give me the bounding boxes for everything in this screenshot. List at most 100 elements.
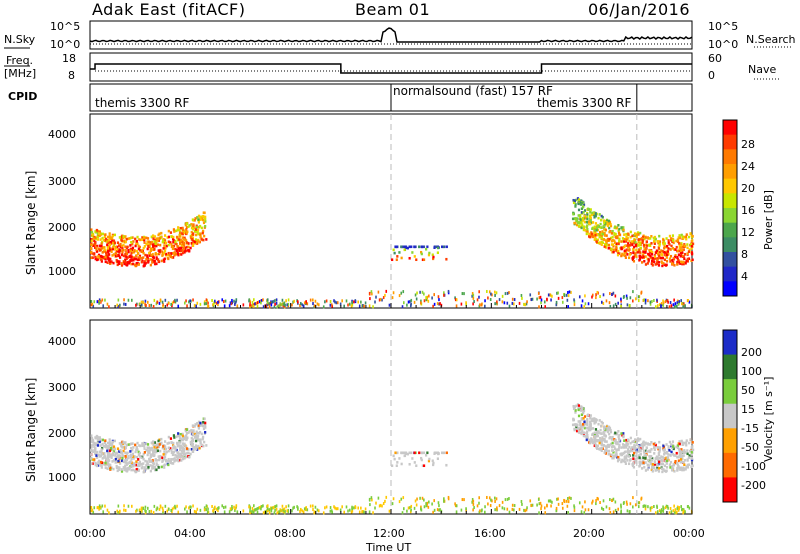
power-scatter-cell bbox=[603, 234, 607, 237]
power-nearrange-cell bbox=[127, 298, 130, 302]
velocity-scatter-cell bbox=[132, 468, 135, 472]
velocity-scatter-cell bbox=[665, 459, 669, 463]
power-scatter-cell bbox=[661, 256, 665, 260]
velocity-nearrange-cell bbox=[432, 510, 434, 514]
velocity-scatter-cell bbox=[147, 446, 151, 450]
power-nearrange-cell bbox=[146, 300, 149, 304]
velocity-nearrange-cell bbox=[305, 506, 307, 510]
velocity-nearrange-cell bbox=[643, 504, 645, 508]
power-nearrange-cell bbox=[214, 299, 216, 303]
velocity-scatter-cell bbox=[602, 444, 606, 447]
velocity-scatter-cell bbox=[431, 459, 434, 463]
velocity-scatter-cell bbox=[596, 444, 600, 448]
velocity-nearrange-cell bbox=[262, 504, 264, 508]
velocity-nearrange-cell bbox=[583, 511, 586, 515]
velocity-scatter-cell bbox=[628, 445, 631, 449]
velocity-nearrange-cell bbox=[375, 501, 377, 505]
velocity-scatter-cell bbox=[653, 463, 657, 466]
power-scatter-cell bbox=[134, 237, 137, 241]
velocity-nearrange-cell bbox=[675, 511, 677, 515]
velocity-nearrange-cell bbox=[401, 511, 404, 515]
velocity-nearrange-cell bbox=[354, 505, 357, 509]
velocity-scatter-cell bbox=[167, 446, 170, 450]
power-scatter-cell bbox=[607, 246, 610, 250]
velocity-scatter-cell bbox=[671, 468, 674, 471]
power-nearrange-cell bbox=[90, 300, 93, 304]
velocity-scatter-cell bbox=[116, 466, 119, 469]
velocity-scatter-cell bbox=[129, 460, 132, 464]
velocity-scatter-cell bbox=[611, 449, 615, 452]
velocity-scatter-cell bbox=[161, 456, 164, 460]
velocity-nearrange-cell bbox=[249, 511, 251, 515]
power-nearrange-cell bbox=[494, 302, 496, 306]
power-scatter-cell bbox=[161, 253, 165, 256]
power-nearrange-cell bbox=[343, 304, 345, 308]
velocity-scatter-cell bbox=[604, 449, 607, 452]
power-scatter-cell bbox=[130, 255, 133, 259]
velocity-scatter-cell bbox=[683, 441, 686, 445]
power-nearrange-cell bbox=[644, 301, 647, 305]
velocity-nearrange-cell bbox=[136, 508, 138, 512]
power-nearrange-cell bbox=[608, 301, 611, 305]
velocity-nearrange-cell bbox=[637, 505, 640, 509]
power-scatter-cell bbox=[598, 235, 601, 239]
power-scatter-cell bbox=[641, 235, 645, 239]
power-scatter-cell bbox=[680, 233, 683, 237]
power-scatter-cell bbox=[680, 260, 683, 264]
power-scatter-cell bbox=[686, 252, 689, 255]
velocity-scatter-cell bbox=[147, 466, 150, 469]
power-nearrange-cell bbox=[666, 299, 669, 303]
power-nearrange-cell bbox=[489, 298, 492, 302]
velocity-scatter-cell bbox=[670, 450, 673, 454]
velocity-scatter-cell bbox=[163, 450, 166, 453]
velocity-scatter-cell bbox=[586, 433, 589, 437]
freq-panel-frame bbox=[89, 52, 693, 82]
power-scatter-cell bbox=[111, 238, 114, 242]
velocity-scatter-cell bbox=[195, 431, 199, 435]
power-scatter-cell bbox=[631, 243, 634, 247]
power-scatter-cell bbox=[653, 260, 656, 264]
velocity-scatter-cell bbox=[127, 456, 130, 460]
power-scatter-cell bbox=[678, 247, 681, 251]
velocity-scatter-cell bbox=[433, 451, 436, 455]
power-scatter-cell bbox=[673, 248, 676, 251]
p1-range-tick-3000: 3000 bbox=[48, 175, 76, 188]
power-nearrange-cell bbox=[584, 294, 586, 298]
velocity-scatter-cell bbox=[186, 451, 189, 455]
velocity-scatter-cell bbox=[652, 442, 655, 446]
velocity-scatter-cell bbox=[649, 443, 652, 446]
power-scatter-cell bbox=[644, 255, 647, 258]
power-scatter-cell bbox=[176, 252, 180, 255]
velocity-nearrange-cell bbox=[656, 510, 659, 514]
power-scatter-cell bbox=[595, 240, 598, 243]
velocity-nearrange-cell bbox=[174, 506, 177, 510]
power-nearrange-cell bbox=[681, 301, 684, 305]
power-scatter-cell bbox=[577, 214, 580, 217]
velocity-nearrange-cell bbox=[256, 510, 259, 514]
power-scatter-cell bbox=[95, 258, 99, 262]
vel-tick-neg200: -200 bbox=[741, 479, 766, 492]
velocity-nearrange-cell bbox=[454, 504, 457, 508]
velocity-scatter-cell bbox=[92, 443, 95, 447]
power-nearrange-cell bbox=[620, 304, 622, 308]
velocity-nearrange-cell bbox=[286, 509, 288, 513]
power-nearrange-cell bbox=[251, 300, 254, 304]
velocity-scatter-cell bbox=[179, 448, 182, 451]
power-nearrange-cell bbox=[415, 297, 418, 301]
power-nearrange-cell bbox=[170, 302, 172, 306]
power-scatter-cell bbox=[95, 249, 99, 253]
velocity-scatter-cell bbox=[183, 447, 186, 451]
power-nearrange-cell bbox=[102, 304, 105, 308]
velocity-scatter-cell bbox=[108, 459, 111, 462]
velocity-scatter-cell bbox=[167, 441, 171, 445]
velocity-scatter-cell bbox=[150, 441, 153, 445]
velocity-scatter-cell bbox=[601, 447, 604, 451]
power-scatter-cell bbox=[665, 259, 669, 263]
velocity-scatter-cell bbox=[193, 446, 196, 450]
power-scatter-cell bbox=[676, 256, 679, 259]
velocity-scatter-cell bbox=[593, 435, 597, 438]
velocity-scatter-cell bbox=[196, 445, 199, 449]
power-scatter-cell bbox=[671, 246, 675, 250]
power-scatter-cell bbox=[104, 251, 108, 255]
power-scatter-cell bbox=[688, 248, 691, 251]
